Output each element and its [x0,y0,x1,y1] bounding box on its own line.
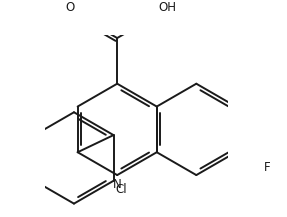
Text: Cl: Cl [115,183,127,196]
Text: F: F [263,161,270,174]
Text: OH: OH [158,1,177,14]
Text: N: N [113,178,122,191]
Text: O: O [65,1,75,14]
